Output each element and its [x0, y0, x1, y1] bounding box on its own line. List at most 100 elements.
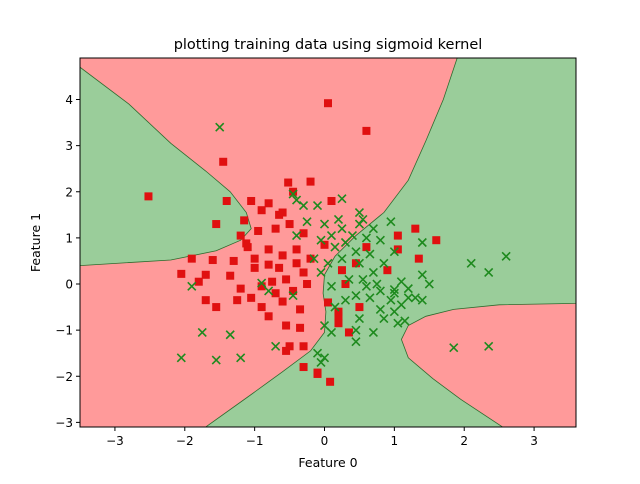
square-point: [219, 157, 228, 166]
x-point: [319, 219, 330, 229]
square-point: [289, 187, 298, 196]
x-point: [361, 281, 371, 291]
x-point: [375, 286, 385, 296]
x-point: [225, 330, 235, 340]
x-point: [326, 281, 337, 291]
square-point: [264, 245, 273, 254]
x-point: [316, 235, 326, 245]
x-point: [358, 274, 368, 284]
x-point: [484, 267, 494, 278]
square-point: [282, 321, 291, 330]
square-point: [306, 254, 315, 263]
square-point: [271, 224, 280, 233]
square-point: [344, 328, 353, 337]
x-point: [368, 327, 378, 338]
square-point: [292, 245, 301, 254]
x-point: [396, 277, 406, 287]
square-point: [250, 254, 259, 263]
x-tick-label: −1: [246, 434, 264, 448]
square-point: [393, 245, 402, 254]
square-point: [271, 289, 280, 298]
x-point: [389, 288, 399, 298]
x-point: [326, 231, 337, 241]
x-tick-label: 3: [530, 434, 538, 448]
square-point: [282, 346, 291, 355]
x-point: [236, 353, 246, 363]
square-point: [299, 363, 308, 372]
y-tick-label: −1: [55, 324, 73, 338]
square-point: [264, 312, 273, 321]
x-point: [344, 274, 354, 284]
y-axis-label: Feature 1: [28, 213, 43, 272]
x-point: [351, 290, 361, 301]
square-point: [334, 312, 343, 321]
x-point: [337, 194, 347, 204]
square-point: [296, 305, 305, 314]
x-point: [375, 304, 385, 314]
square-point: [327, 196, 336, 205]
x-point: [361, 233, 371, 243]
x-point: [424, 279, 434, 289]
x-point: [403, 284, 413, 294]
x-point: [354, 207, 365, 218]
x-point: [417, 270, 427, 280]
x-point: [410, 293, 420, 303]
data-points: [144, 99, 511, 386]
square-point: [236, 231, 245, 240]
x-point: [340, 237, 351, 248]
square-point: [362, 126, 371, 135]
square-point: [264, 260, 273, 269]
x-point: [375, 235, 385, 245]
x-point: [330, 302, 340, 312]
square-point: [250, 263, 259, 272]
y-tick-label: −2: [55, 370, 73, 384]
y-axis-ticks: −3 −2 −1 0 1 2 3 4: [55, 93, 80, 430]
square-point: [383, 266, 392, 275]
square-point: [284, 178, 293, 187]
x-point: [403, 293, 413, 303]
x-point: [484, 341, 494, 351]
square-point: [257, 303, 266, 312]
x-point: [187, 281, 197, 291]
x-tick-label: 2: [460, 434, 468, 448]
square-point: [334, 319, 343, 328]
chart-title: plotting training data using sigmoid ker…: [174, 37, 483, 53]
square-point: [303, 280, 312, 289]
x-point: [312, 348, 323, 358]
square-point: [337, 266, 346, 275]
x-point: [257, 278, 267, 288]
square-point: [306, 177, 315, 186]
square-point: [393, 231, 402, 240]
x-point: [501, 251, 511, 261]
class1-region-2: [205, 58, 576, 427]
x-point: [291, 195, 302, 205]
plot-frame: [79, 57, 577, 428]
square-point: [324, 298, 332, 307]
square-point: [226, 271, 235, 280]
x-point: [330, 242, 340, 252]
y-tick-label: 1: [65, 231, 73, 245]
x-point: [312, 201, 323, 211]
square-point: [247, 196, 256, 205]
square-point: [229, 256, 238, 265]
square-point: [299, 268, 308, 277]
square-point: [212, 303, 221, 312]
square-point: [144, 192, 153, 201]
square-point: [414, 254, 423, 263]
square-point: [299, 342, 308, 351]
square-point: [299, 229, 308, 238]
x-point: [337, 254, 347, 264]
square-point: [334, 307, 343, 316]
x-point: [288, 290, 298, 301]
x-point: [351, 337, 361, 347]
x-point: [347, 231, 358, 241]
x-point: [215, 122, 225, 132]
x-point: [389, 307, 399, 317]
x-point: [288, 189, 298, 199]
square-point: [240, 216, 249, 225]
x-axis-label: Feature 0: [298, 455, 357, 470]
x-tick-label: 1: [391, 434, 399, 448]
square-point: [254, 226, 263, 235]
square-point: [341, 280, 350, 289]
